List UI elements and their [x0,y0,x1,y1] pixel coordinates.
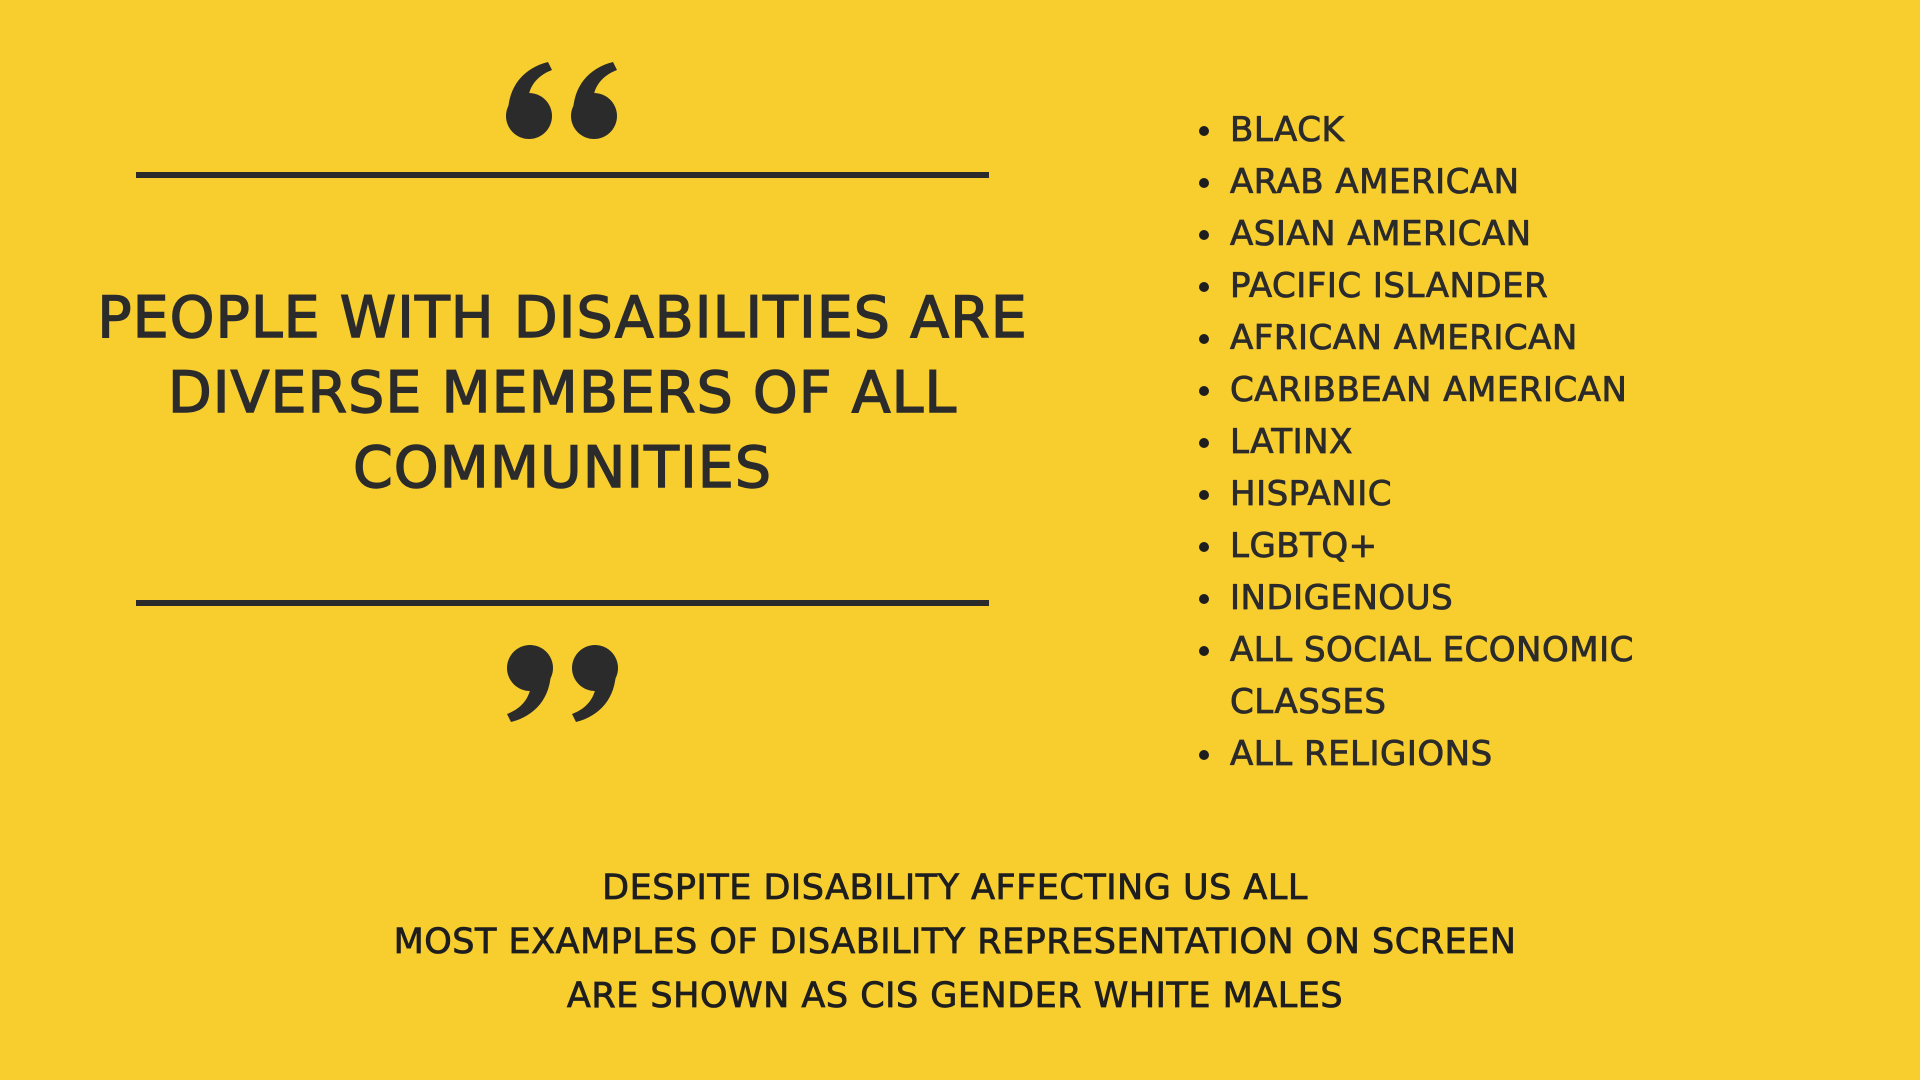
list-item: LGBTQ+ [1190,520,1770,572]
footer-line: MOST EXAMPLES OF DISABILITY REPRESENTATI… [393,922,1517,963]
list-item: AFRICAN AMERICAN [1190,312,1770,364]
quote-headline: PEOPLE WITH DISABILITIES ARE DIVERSE MEM… [97,284,1028,501]
list-item: ASIAN AMERICAN [1190,208,1770,260]
top-divider [136,172,989,178]
list-item: INDIGENOUS [1190,572,1770,624]
community-list: BLACK ARAB AMERICAN ASIAN AMERICAN PACIF… [1190,104,1770,780]
footer-line: DESPITE DISABILITY AFFECTING US ALL [602,868,1308,909]
close-quote-icon [507,645,618,722]
footer-line: ARE SHOWN AS CIS GENDER WHITE MALES [566,976,1344,1017]
bottom-divider [136,600,989,606]
footer-statement: DESPITE DISABILITY AFFECTING US ALL MOST… [0,861,1910,1023]
list-item: HISPANIC [1190,468,1770,520]
list-item: CARIBBEAN AMERICAN [1190,364,1770,416]
list-item: ALL SOCIAL ECONOMIC CLASSES [1190,624,1770,728]
open-quote-icon [506,62,617,139]
list-item: BLACK [1190,104,1770,156]
list-item: ARAB AMERICAN [1190,156,1770,208]
list-item: PACIFIC ISLANDER [1190,260,1770,312]
list-item: LATINX [1190,416,1770,468]
list-item: ALL RELIGIONS [1190,728,1770,780]
